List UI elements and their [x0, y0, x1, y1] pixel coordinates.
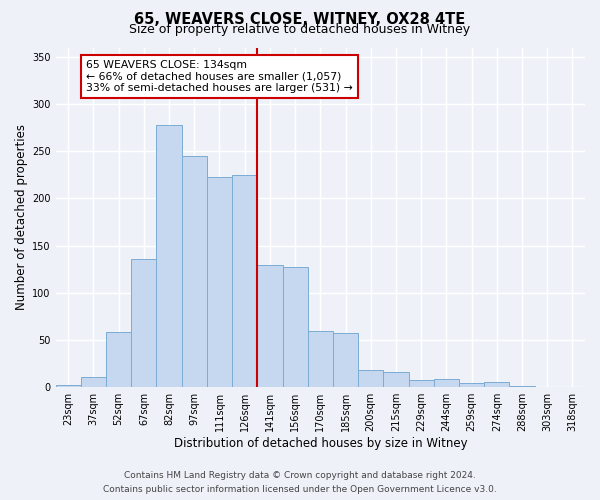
Text: 65 WEAVERS CLOSE: 134sqm
← 66% of detached houses are smaller (1,057)
33% of sem: 65 WEAVERS CLOSE: 134sqm ← 66% of detach… — [86, 60, 353, 93]
Bar — [459, 384, 484, 387]
Bar — [157, 125, 182, 387]
Bar — [333, 334, 358, 387]
Bar — [182, 156, 207, 387]
Text: Size of property relative to detached houses in Witney: Size of property relative to detached ho… — [130, 22, 470, 36]
Bar — [232, 175, 257, 387]
X-axis label: Distribution of detached houses by size in Witney: Distribution of detached houses by size … — [173, 437, 467, 450]
Bar — [484, 382, 509, 387]
Bar — [358, 370, 383, 387]
Bar — [283, 268, 308, 387]
Bar — [81, 377, 106, 387]
Bar — [56, 386, 81, 387]
Bar — [207, 177, 232, 387]
Bar — [131, 259, 157, 387]
Bar — [308, 330, 333, 387]
Text: 65, WEAVERS CLOSE, WITNEY, OX28 4TE: 65, WEAVERS CLOSE, WITNEY, OX28 4TE — [134, 12, 466, 26]
Bar — [257, 264, 283, 387]
Y-axis label: Number of detached properties: Number of detached properties — [15, 124, 28, 310]
Bar — [106, 332, 131, 387]
Bar — [409, 380, 434, 387]
Bar — [383, 372, 409, 387]
Text: Contains HM Land Registry data © Crown copyright and database right 2024.
Contai: Contains HM Land Registry data © Crown c… — [103, 472, 497, 494]
Bar — [509, 386, 535, 387]
Bar — [434, 378, 459, 387]
